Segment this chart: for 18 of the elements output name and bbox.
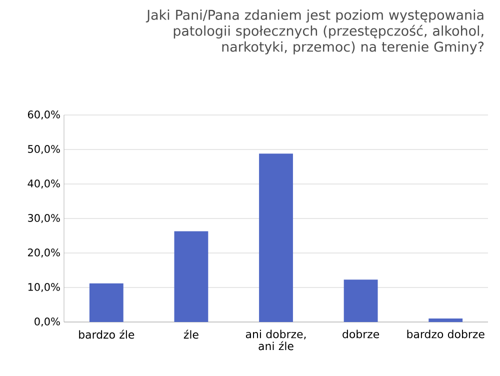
x-tick-label: bardzo dobrze [407,330,484,338]
x-tick-label: źle [184,330,198,339]
bar [428,318,463,322]
x-tick-label: bardzo źle [79,330,134,339]
y-tick-label: 20,0% [28,248,60,258]
bar [174,231,208,322]
y-tick-label: 10,0% [28,283,60,292]
y-tick-label: 50,0% [28,145,60,154]
y-tick-label: 40,0% [28,180,60,188]
bar [89,283,124,322]
x-tick-label: dobrze [342,330,380,338]
y-tick-label: 0,0% [34,318,60,326]
bar [344,280,378,322]
chart-title: Jaki Pani/Pana zdaniem jest poziom występowania patologii społecznych (przestępczość, alkohol, narkotyki, przemoc) na terenie Gminy? [146,10,484,54]
y-tick-label: 60,0% [28,110,60,120]
y-tick-label: 30,0% [28,214,60,223]
x-tick-label: ani dobrze, ani źle [246,330,306,350]
bar [259,154,293,322]
